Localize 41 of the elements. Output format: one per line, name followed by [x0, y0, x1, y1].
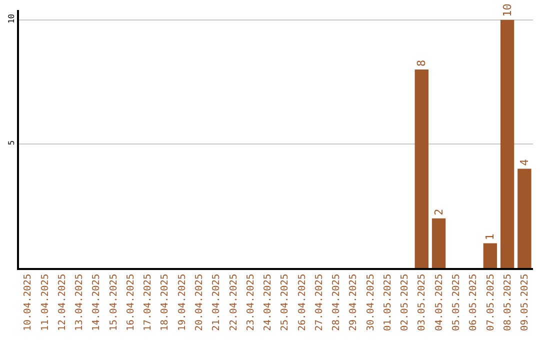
x-tick-label: 04.05.2025	[434, 274, 445, 332]
x-tick-label: 03.05.2025	[416, 274, 428, 332]
x-tick-label: 25.04.2025	[280, 274, 291, 332]
x-tick-label: 19.04.2025	[176, 274, 188, 332]
data-label: 1	[484, 234, 497, 240]
x-tick-label: 10.04.2025	[22, 274, 34, 332]
x-tick-label: 02.05.2025	[400, 274, 411, 332]
data-label: 2	[432, 208, 446, 216]
y-tick-label: 5	[6, 140, 16, 146]
x-tick-label: 30.04.2025	[365, 274, 376, 332]
bar	[500, 20, 514, 268]
x-tick-label: 18.04.2025	[160, 274, 171, 332]
x-tick-label: 13.04.2025	[74, 274, 86, 332]
bar	[518, 168, 532, 268]
x-tick-label: 15.04.2025	[108, 274, 120, 332]
x-tick-label: 24.04.2025	[262, 274, 274, 332]
x-tick-label: 27.04.2025	[314, 274, 325, 332]
x-tick-label: 20.04.2025	[194, 274, 205, 332]
bar	[483, 243, 498, 268]
x-tick-label: 06.05.2025	[468, 274, 480, 332]
x-tick-label: 12.04.2025	[56, 274, 68, 332]
x-tick-label: 28.04.2025	[331, 274, 342, 332]
x-tick-label: 07.05.2025	[485, 274, 496, 332]
x-tick-label: 05.05.2025	[450, 274, 462, 332]
data-label: 10	[500, 4, 514, 17]
x-tick-label: 09.05.2025	[520, 274, 531, 332]
data-label: 4	[518, 158, 531, 166]
x-tick-label: 23.04.2025	[245, 274, 256, 332]
x-tick-label: 01.05.2025	[382, 274, 394, 332]
data-label: 8	[415, 60, 428, 67]
x-tick-label: 22.04.2025	[228, 274, 240, 332]
bar	[414, 70, 428, 268]
x-tick-label: 08.05.2025	[502, 274, 514, 332]
x-tick-label: 26.04.2025	[296, 274, 308, 332]
x-tick-label: 21.04.2025	[211, 274, 222, 332]
x-tick-label: 16.04.2025	[125, 274, 136, 332]
x-tick-label: 17.04.2025	[142, 274, 154, 332]
x-tick-label: 29.04.2025	[348, 274, 360, 332]
x-tick-label: 14.04.2025	[91, 274, 102, 332]
x-tick-label: 11.04.2025	[40, 274, 51, 332]
bar	[432, 218, 446, 268]
